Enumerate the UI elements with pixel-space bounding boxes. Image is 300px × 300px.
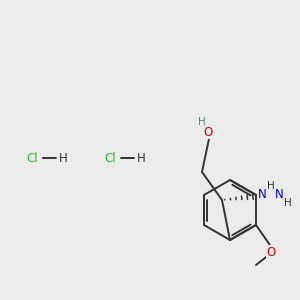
- Text: Cl: Cl: [104, 152, 116, 164]
- Text: H: H: [136, 152, 146, 164]
- Text: H: H: [284, 198, 292, 208]
- Text: Cl: Cl: [26, 152, 38, 164]
- Text: N: N: [274, 188, 284, 202]
- Text: H: H: [58, 152, 68, 164]
- Text: O: O: [203, 125, 213, 139]
- Text: O: O: [266, 245, 276, 259]
- Text: H: H: [198, 117, 206, 127]
- Text: H: H: [267, 181, 275, 191]
- Text: N: N: [258, 188, 266, 202]
